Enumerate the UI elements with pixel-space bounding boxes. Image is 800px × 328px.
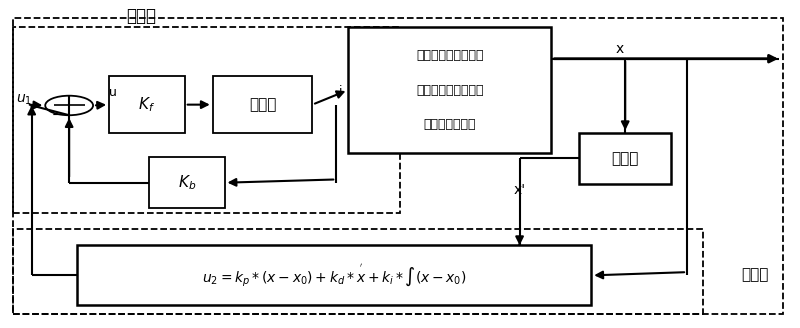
Text: $u_1$: $u_1$ [16, 92, 32, 107]
Bar [579, 133, 671, 183]
Bar [149, 157, 225, 208]
Text: $K_f$: $K_f$ [138, 95, 155, 114]
Text: u: u [109, 86, 117, 99]
Text: 电磁铁: 电磁铁 [249, 97, 276, 112]
Text: −: − [52, 109, 62, 122]
Bar [213, 76, 312, 133]
Text: 生电磁力，从而使得: 生电磁力，从而使得 [416, 84, 483, 96]
Text: $u_2=k_p*(x-x_0)+k_d*\overset{'}{x}+k_i*\int(x-x_0)$: $u_2=k_p*(x-x_0)+k_d*\overset{'}{x}+k_i*… [202, 262, 466, 289]
Text: 电磁铁产生运动: 电磁铁产生运动 [423, 118, 476, 131]
Text: 位置环: 位置环 [741, 267, 769, 282]
Bar [14, 229, 703, 314]
Bar [348, 28, 551, 153]
Text: x: x [615, 42, 623, 56]
Text: 微分器: 微分器 [611, 151, 639, 166]
Bar [77, 245, 591, 305]
Bar [14, 28, 400, 213]
Bar [109, 76, 185, 133]
Circle shape [46, 96, 93, 115]
Text: 电磁铁与轨道作用产: 电磁铁与轨道作用产 [416, 49, 483, 62]
Text: $K_b$: $K_b$ [178, 174, 196, 192]
Text: x': x' [514, 183, 526, 197]
Text: i: i [338, 85, 342, 98]
Text: 电流环: 电流环 [126, 7, 156, 25]
